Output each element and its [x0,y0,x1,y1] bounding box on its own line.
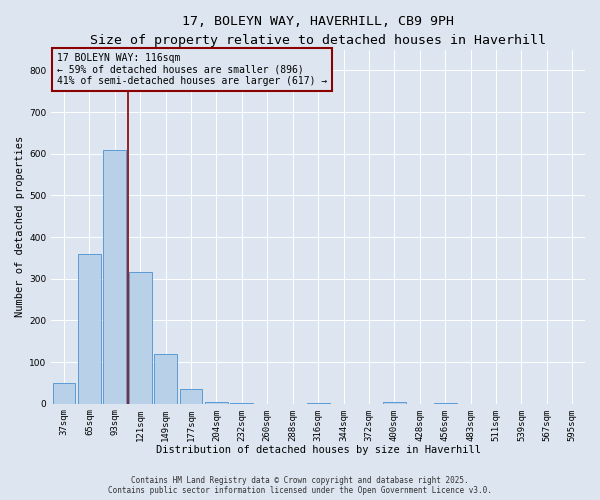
Bar [179,389,202,404]
Bar [434,403,457,404]
Bar [53,383,76,404]
Bar [129,272,152,404]
Y-axis label: Number of detached properties: Number of detached properties [15,136,25,318]
Text: 17 BOLEYN WAY: 116sqm
← 59% of detached houses are smaller (896)
41% of semi-det: 17 BOLEYN WAY: 116sqm ← 59% of detached … [56,53,327,86]
Bar [154,354,177,404]
X-axis label: Distribution of detached houses by size in Haverhill: Distribution of detached houses by size … [155,445,481,455]
Bar [307,403,329,404]
Bar [103,150,126,404]
Bar [230,403,253,404]
Text: Contains HM Land Registry data © Crown copyright and database right 2025.
Contai: Contains HM Land Registry data © Crown c… [108,476,492,495]
Bar [383,402,406,404]
Bar [205,402,228,404]
Title: 17, BOLEYN WAY, HAVERHILL, CB9 9PH
Size of property relative to detached houses : 17, BOLEYN WAY, HAVERHILL, CB9 9PH Size … [90,15,546,47]
Bar [78,254,101,404]
